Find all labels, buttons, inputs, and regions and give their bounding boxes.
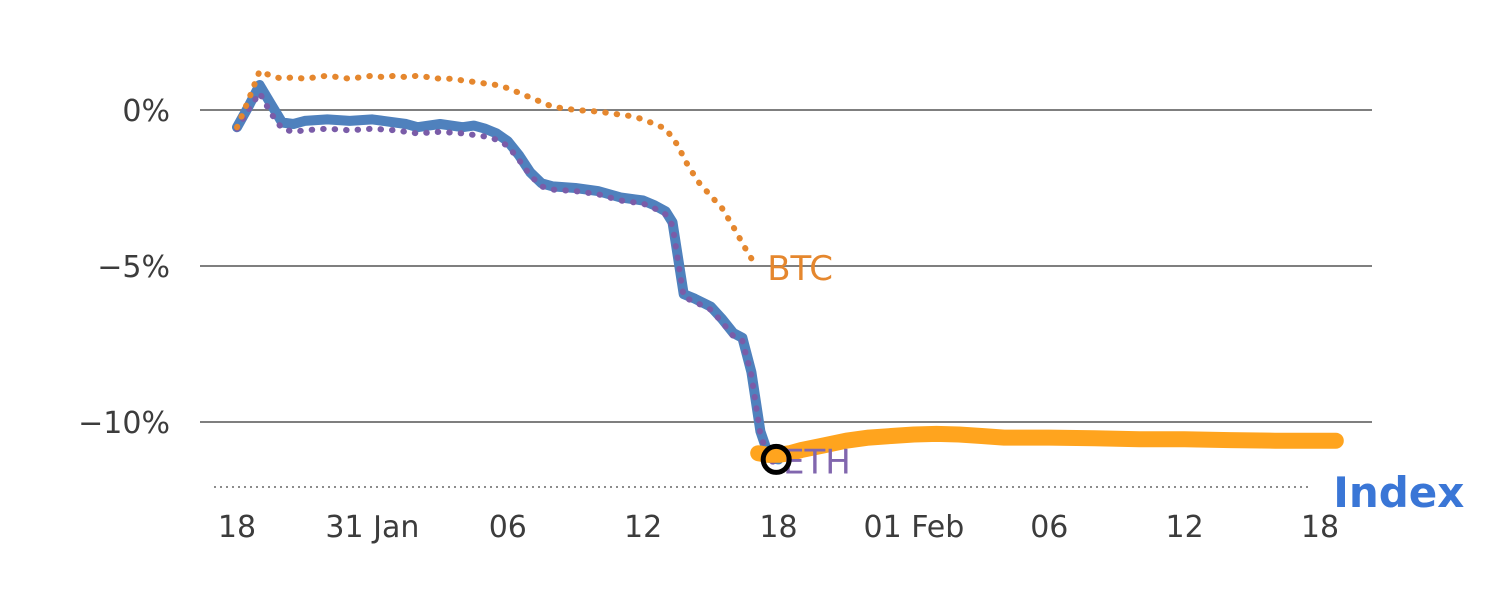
x-tick-label: 06 [1030, 510, 1068, 545]
eth-line [234, 89, 782, 466]
y-tick-label: −10% [78, 406, 170, 441]
x-tick-label: 12 [624, 510, 662, 545]
y-tick-label: 0% [122, 94, 170, 129]
x-tick-label: 31 Jan [325, 510, 419, 545]
x-tick-label: 18 [759, 510, 797, 545]
index-label: Index [1333, 468, 1464, 517]
index-line [232, 80, 784, 465]
eth-label: ETH [783, 443, 851, 483]
x-tick-label: 18 [1301, 510, 1339, 545]
x-tick-label: 06 [489, 510, 527, 545]
btc-label: BTC [767, 249, 833, 289]
x-tick-label: 12 [1166, 510, 1204, 545]
x-tick-label: 18 [218, 510, 256, 545]
index-continuation-line [750, 425, 1344, 463]
current-point-marker [760, 443, 792, 475]
btc-line [234, 68, 759, 269]
y-tick-label: −5% [97, 250, 170, 285]
x-tick-label: 01 Feb [863, 510, 964, 545]
